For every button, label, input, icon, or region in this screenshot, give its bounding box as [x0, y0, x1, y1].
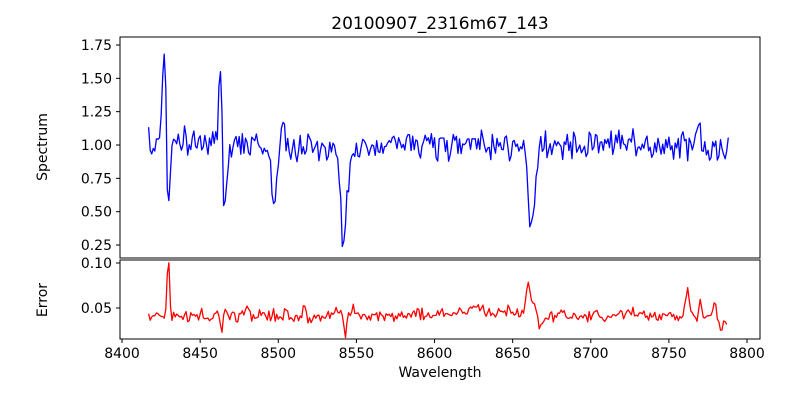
y-tick-label: 0.05 [81, 301, 112, 317]
x-tick-label: 8600 [417, 346, 453, 362]
error-axes-frame [119, 259, 761, 340]
spectrum-flux-line [147, 53, 729, 248]
y-tick-label: 1.00 [81, 138, 112, 154]
spectrum-axes-frame [119, 36, 761, 259]
y-axis-label-spectrum: Spectrum [35, 113, 51, 181]
y-axis-label-error: Error [35, 283, 51, 317]
x-tick-label: 8550 [339, 346, 375, 362]
y-tick-label: 0.75 [81, 171, 112, 187]
spectrum-panel: 0.25 0.50 0.75 1.00 1.25 1.50 1.75 [81, 36, 761, 259]
error-panel: 0.05 0.10 8400 8450 8500 8550 8600 8650 8700 8750… [81, 256, 765, 362]
x-tick-label: 8500 [260, 346, 296, 362]
x-tick-label: 8400 [104, 346, 140, 362]
y-tick-label: 1.25 [81, 105, 112, 121]
spectrum-error-line [147, 262, 728, 339]
y-tick-label: 0.10 [81, 256, 112, 272]
chart-title: 20100907_2316m67_143 [331, 14, 548, 34]
spectrum-line-group [147, 53, 729, 248]
x-tick-label: 8700 [573, 346, 609, 362]
x-tick-label: 8650 [495, 346, 531, 362]
x-tick-label: 8800 [729, 346, 765, 362]
y-tick-label: 1.50 [81, 71, 112, 87]
x-tick-label: 8450 [182, 346, 218, 362]
y-tick-label: 0.25 [81, 238, 112, 254]
y-tick-label: 0.50 [81, 205, 112, 221]
x-tick-label: 8750 [651, 346, 687, 362]
y-tick-label: 1.75 [81, 38, 112, 54]
x-axis-label-wavelength: Wavelength [398, 365, 481, 381]
error-line-group [147, 262, 728, 339]
